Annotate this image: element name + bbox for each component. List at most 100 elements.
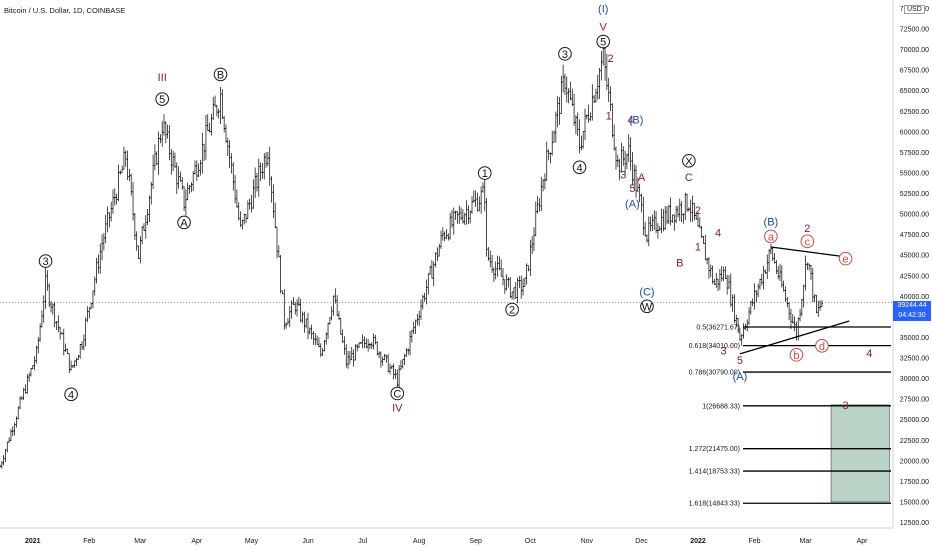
candle bbox=[613, 124, 616, 151]
candle bbox=[525, 263, 528, 285]
candle bbox=[536, 196, 539, 214]
candle bbox=[130, 173, 133, 196]
candle bbox=[383, 353, 386, 361]
candle bbox=[503, 279, 506, 294]
y-tick-label: 17500.00 bbox=[900, 479, 929, 486]
candle bbox=[79, 344, 82, 359]
candle bbox=[558, 97, 561, 125]
wave-label-circle bbox=[764, 229, 778, 244]
candle bbox=[757, 283, 760, 298]
candle bbox=[804, 255, 807, 291]
candle bbox=[297, 296, 300, 307]
candle bbox=[472, 190, 475, 203]
candle bbox=[66, 348, 69, 354]
candle bbox=[392, 363, 395, 380]
y-tick-label: 72500.00 bbox=[900, 27, 929, 34]
candle bbox=[190, 181, 193, 193]
candle bbox=[217, 108, 220, 119]
candle bbox=[352, 349, 355, 367]
candle bbox=[780, 265, 783, 288]
wave-label: (C) bbox=[639, 287, 654, 299]
fib-level-label: 1.414(18753.33) bbox=[689, 469, 740, 476]
last-price-value: 39244.44 bbox=[897, 302, 927, 309]
candle bbox=[518, 276, 521, 288]
candle bbox=[456, 211, 459, 224]
candle bbox=[664, 205, 667, 230]
candle bbox=[545, 141, 548, 181]
candle bbox=[551, 130, 554, 156]
candle bbox=[285, 322, 288, 329]
candle bbox=[341, 329, 344, 343]
candle bbox=[552, 130, 556, 143]
candle bbox=[769, 243, 772, 255]
candle bbox=[153, 144, 157, 171]
candle bbox=[69, 360, 73, 371]
candle bbox=[166, 124, 169, 139]
candle bbox=[447, 233, 450, 241]
candle bbox=[547, 149, 550, 161]
candle bbox=[527, 265, 530, 272]
fib-level-label: 1(26688.33) bbox=[702, 403, 740, 410]
candle bbox=[368, 343, 372, 349]
candle bbox=[204, 114, 208, 160]
candle bbox=[91, 290, 95, 309]
candle bbox=[408, 330, 412, 356]
wave-label-circle bbox=[64, 387, 78, 402]
candle bbox=[252, 179, 255, 209]
candle bbox=[762, 266, 765, 290]
candle bbox=[594, 88, 598, 103]
candle bbox=[467, 205, 470, 225]
candle bbox=[480, 186, 483, 214]
candle bbox=[434, 252, 437, 268]
candle bbox=[374, 334, 377, 345]
candle bbox=[439, 230, 443, 249]
candle bbox=[35, 345, 38, 364]
candle bbox=[755, 290, 758, 303]
candle bbox=[141, 226, 144, 245]
candle bbox=[4, 448, 7, 462]
candle bbox=[622, 146, 625, 166]
candle bbox=[124, 150, 127, 167]
candle bbox=[410, 329, 413, 343]
candle bbox=[512, 287, 516, 300]
candle bbox=[452, 207, 455, 235]
candle bbox=[676, 205, 680, 218]
y-tick-label: 70000.00 bbox=[900, 47, 929, 54]
y-tick-label: 57500.00 bbox=[900, 150, 929, 157]
candle bbox=[288, 306, 291, 328]
candle bbox=[126, 150, 129, 181]
candle bbox=[660, 208, 663, 234]
wave-label: (B) bbox=[764, 217, 779, 229]
candle bbox=[99, 243, 102, 274]
candle bbox=[277, 245, 280, 258]
candle bbox=[760, 273, 763, 286]
last-price-tag: 39244.44 04:42:30 bbox=[893, 301, 931, 321]
candle bbox=[82, 334, 85, 351]
x-tick-label: Jul bbox=[358, 538, 367, 545]
wave-label-circle bbox=[572, 160, 587, 175]
candle bbox=[339, 317, 342, 336]
candle bbox=[175, 162, 178, 194]
x-tick-label: Mar bbox=[799, 538, 812, 545]
candle bbox=[232, 162, 235, 191]
candle bbox=[233, 175, 237, 204]
candle bbox=[430, 260, 434, 279]
wave-label-circle bbox=[38, 254, 53, 268]
candle bbox=[578, 119, 581, 154]
currency-badge[interactable]: USD bbox=[904, 5, 925, 14]
candle bbox=[28, 372, 31, 382]
candle bbox=[470, 196, 474, 214]
candle bbox=[459, 207, 463, 221]
candle bbox=[423, 292, 426, 302]
candle bbox=[177, 166, 180, 189]
candle bbox=[591, 84, 594, 121]
candle bbox=[150, 182, 153, 205]
wave-label: C bbox=[393, 388, 401, 400]
wave-label-circle bbox=[155, 92, 169, 106]
candle bbox=[9, 429, 13, 442]
wave-label: 2 bbox=[607, 53, 613, 65]
candle bbox=[680, 201, 683, 223]
candle bbox=[620, 142, 623, 172]
candle bbox=[534, 201, 537, 237]
